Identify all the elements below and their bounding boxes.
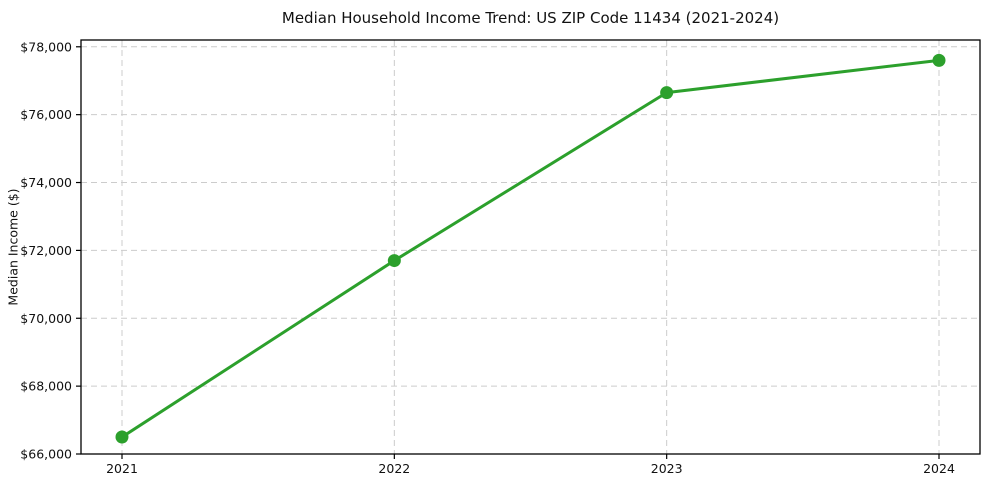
data-point (660, 86, 674, 100)
data-point (932, 53, 946, 67)
y-tick-label: $74,000 (20, 175, 72, 190)
x-tick-label: 2024 (923, 461, 955, 476)
data-point (115, 430, 129, 444)
y-tick-label: $72,000 (20, 243, 72, 258)
x-tick-label: 2023 (651, 461, 683, 476)
chart-title: Median Household Income Trend: US ZIP Co… (281, 9, 780, 27)
data-point (387, 254, 401, 268)
y-tick-label: $78,000 (20, 39, 72, 54)
y-tick-label: $70,000 (20, 311, 72, 326)
y-tick-label: $68,000 (20, 379, 72, 394)
y-tick-label: $76,000 (20, 107, 72, 122)
x-tick-label: 2021 (106, 461, 138, 476)
y-axis-label: Median Income ($) (5, 188, 21, 306)
trend-line (120, 58, 941, 439)
y-tick-label: $66,000 (20, 447, 72, 462)
plot-border (80, 39, 981, 455)
x-tick-label: 2022 (378, 461, 410, 476)
